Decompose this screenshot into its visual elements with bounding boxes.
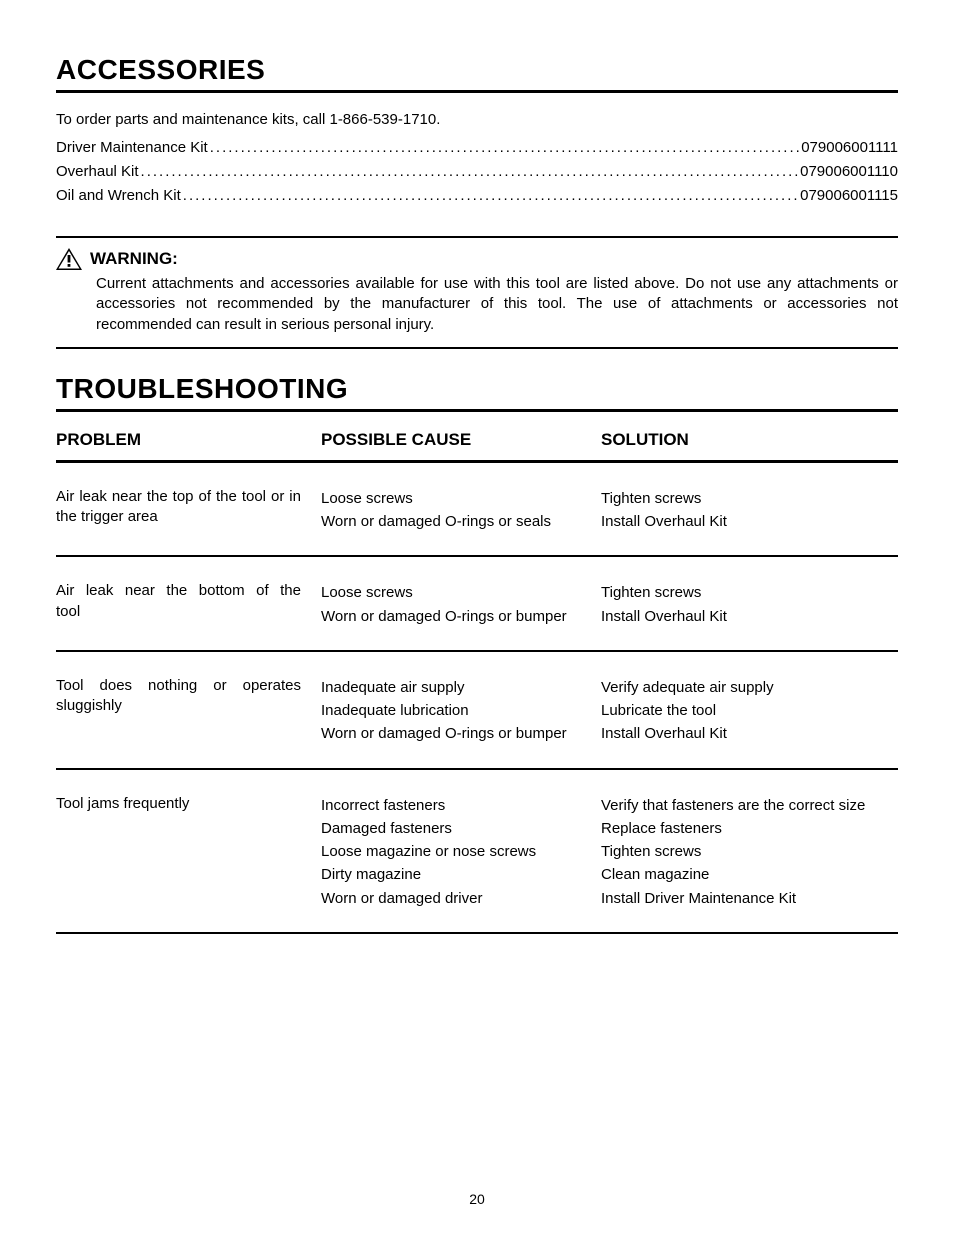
leader-dots: ........................................… — [141, 160, 799, 184]
col-header-cause: POSSIBLE CAUSE — [321, 430, 601, 450]
leader-dots: ........................................… — [210, 136, 799, 160]
solution-line: Clean magazine — [601, 863, 898, 886]
cause-cell: Loose screws Worn or damaged O-rings or … — [321, 581, 601, 628]
leader-dots: ........................................… — [183, 184, 798, 208]
solution-cell: Tighten screws Install Overhaul Kit — [601, 581, 898, 628]
warning-body: Current attachments and accessories avai… — [96, 274, 898, 335]
troubleshooting-heading: TROUBLESHOOTING — [56, 373, 898, 412]
solution-line: Install Overhaul Kit — [601, 510, 898, 533]
solution-line: Verify that fasteners are the correct si… — [601, 794, 898, 817]
solution-line: Tighten screws — [601, 487, 898, 510]
col-header-solution: SOLUTION — [601, 430, 898, 450]
cause-cell: Inadequate air supply Inadequate lubrica… — [321, 676, 601, 746]
cause-line: Worn or damaged O-rings or seals — [321, 510, 551, 533]
cause-line: Worn or damaged O-rings or bumper — [321, 605, 585, 628]
solution-line: Replace fasteners — [601, 817, 898, 840]
cause-line: Worn or damaged O-rings or bumper — [321, 722, 585, 745]
cause-line: Dirty magazine — [321, 863, 585, 886]
warning-label: WARNING: — [90, 249, 178, 269]
solution-cell: Tighten screws Install Overhaul Kit — [601, 487, 898, 534]
solution-cell: Verify adequate air supply Lubricate the… — [601, 676, 898, 746]
solution-line: Install Driver Maintenance Kit — [601, 887, 898, 910]
problem-cell: Tool jams frequently — [56, 794, 321, 910]
cause-line: Inadequate air supply — [321, 676, 585, 699]
part-number: 079006001115 — [800, 184, 898, 208]
table-row: Tool jams frequently Incorrect fasteners… — [56, 770, 898, 934]
cause-line: Damaged fasteners — [321, 817, 585, 840]
page-number: 20 — [0, 1191, 954, 1207]
cause-line: Loose screws — [321, 487, 585, 510]
part-name: Oil and Wrench Kit — [56, 184, 181, 208]
cause-line: Loose magazine or nose screws — [321, 840, 585, 863]
accessories-part-list: Driver Maintenance Kit .................… — [56, 136, 898, 208]
part-row: Driver Maintenance Kit .................… — [56, 136, 898, 160]
warning-icon — [56, 248, 82, 270]
problem-cell: Tool does nothing or operates sluggishly — [56, 676, 321, 746]
part-number: 079006001111 — [801, 136, 898, 160]
cause-line: Incorrect fasteners — [321, 794, 585, 817]
table-row: Tool does nothing or operates sluggishly… — [56, 652, 898, 770]
cause-line: Loose screws — [321, 581, 585, 604]
cause-cell: Incorrect fasteners Damaged fasteners Lo… — [321, 794, 601, 910]
table-row: Air leak near the bottom of the tool Loo… — [56, 557, 898, 652]
cause-line: Worn or damaged driver — [321, 887, 585, 910]
col-header-problem: PROBLEM — [56, 430, 321, 450]
accessories-heading: ACCESSORIES — [56, 54, 898, 93]
problem-cell: Air leak near the bottom of the tool — [56, 581, 321, 628]
solution-line: Lubricate the tool — [601, 699, 898, 722]
part-row: Overhaul Kit ...........................… — [56, 160, 898, 184]
solution-cell: Verify that fasteners are the correct si… — [601, 794, 898, 910]
problem-cell: Air leak near the top of the tool or in … — [56, 487, 321, 534]
accessories-intro: To order parts and maintenance kits, cal… — [56, 111, 898, 128]
cause-line: Inadequate lubrication — [321, 699, 585, 722]
solution-line: Tighten screws — [601, 581, 898, 604]
solution-line: Verify adequate air supply — [601, 676, 898, 699]
table-row: Air leak near the top of the tool or in … — [56, 463, 898, 558]
solution-line: Install Overhaul Kit — [601, 722, 898, 745]
warning-block: WARNING: Current attachments and accesso… — [56, 236, 898, 349]
warning-header: WARNING: — [56, 248, 898, 270]
solution-line: Tighten screws — [601, 840, 898, 863]
part-name: Driver Maintenance Kit — [56, 136, 208, 160]
part-number: 079006001110 — [800, 160, 898, 184]
cause-cell: Loose screws Worn or damaged O-rings or … — [321, 487, 601, 534]
troubleshooting-table: PROBLEM POSSIBLE CAUSE SOLUTION Air leak… — [56, 430, 898, 934]
part-name: Overhaul Kit — [56, 160, 139, 184]
part-row: Oil and Wrench Kit .....................… — [56, 184, 898, 208]
table-header-row: PROBLEM POSSIBLE CAUSE SOLUTION — [56, 430, 898, 463]
solution-line: Install Overhaul Kit — [601, 605, 898, 628]
